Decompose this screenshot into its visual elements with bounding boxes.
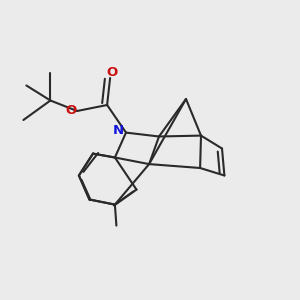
Text: O: O	[106, 66, 117, 79]
Text: O: O	[65, 103, 77, 117]
Text: N: N	[113, 124, 124, 137]
